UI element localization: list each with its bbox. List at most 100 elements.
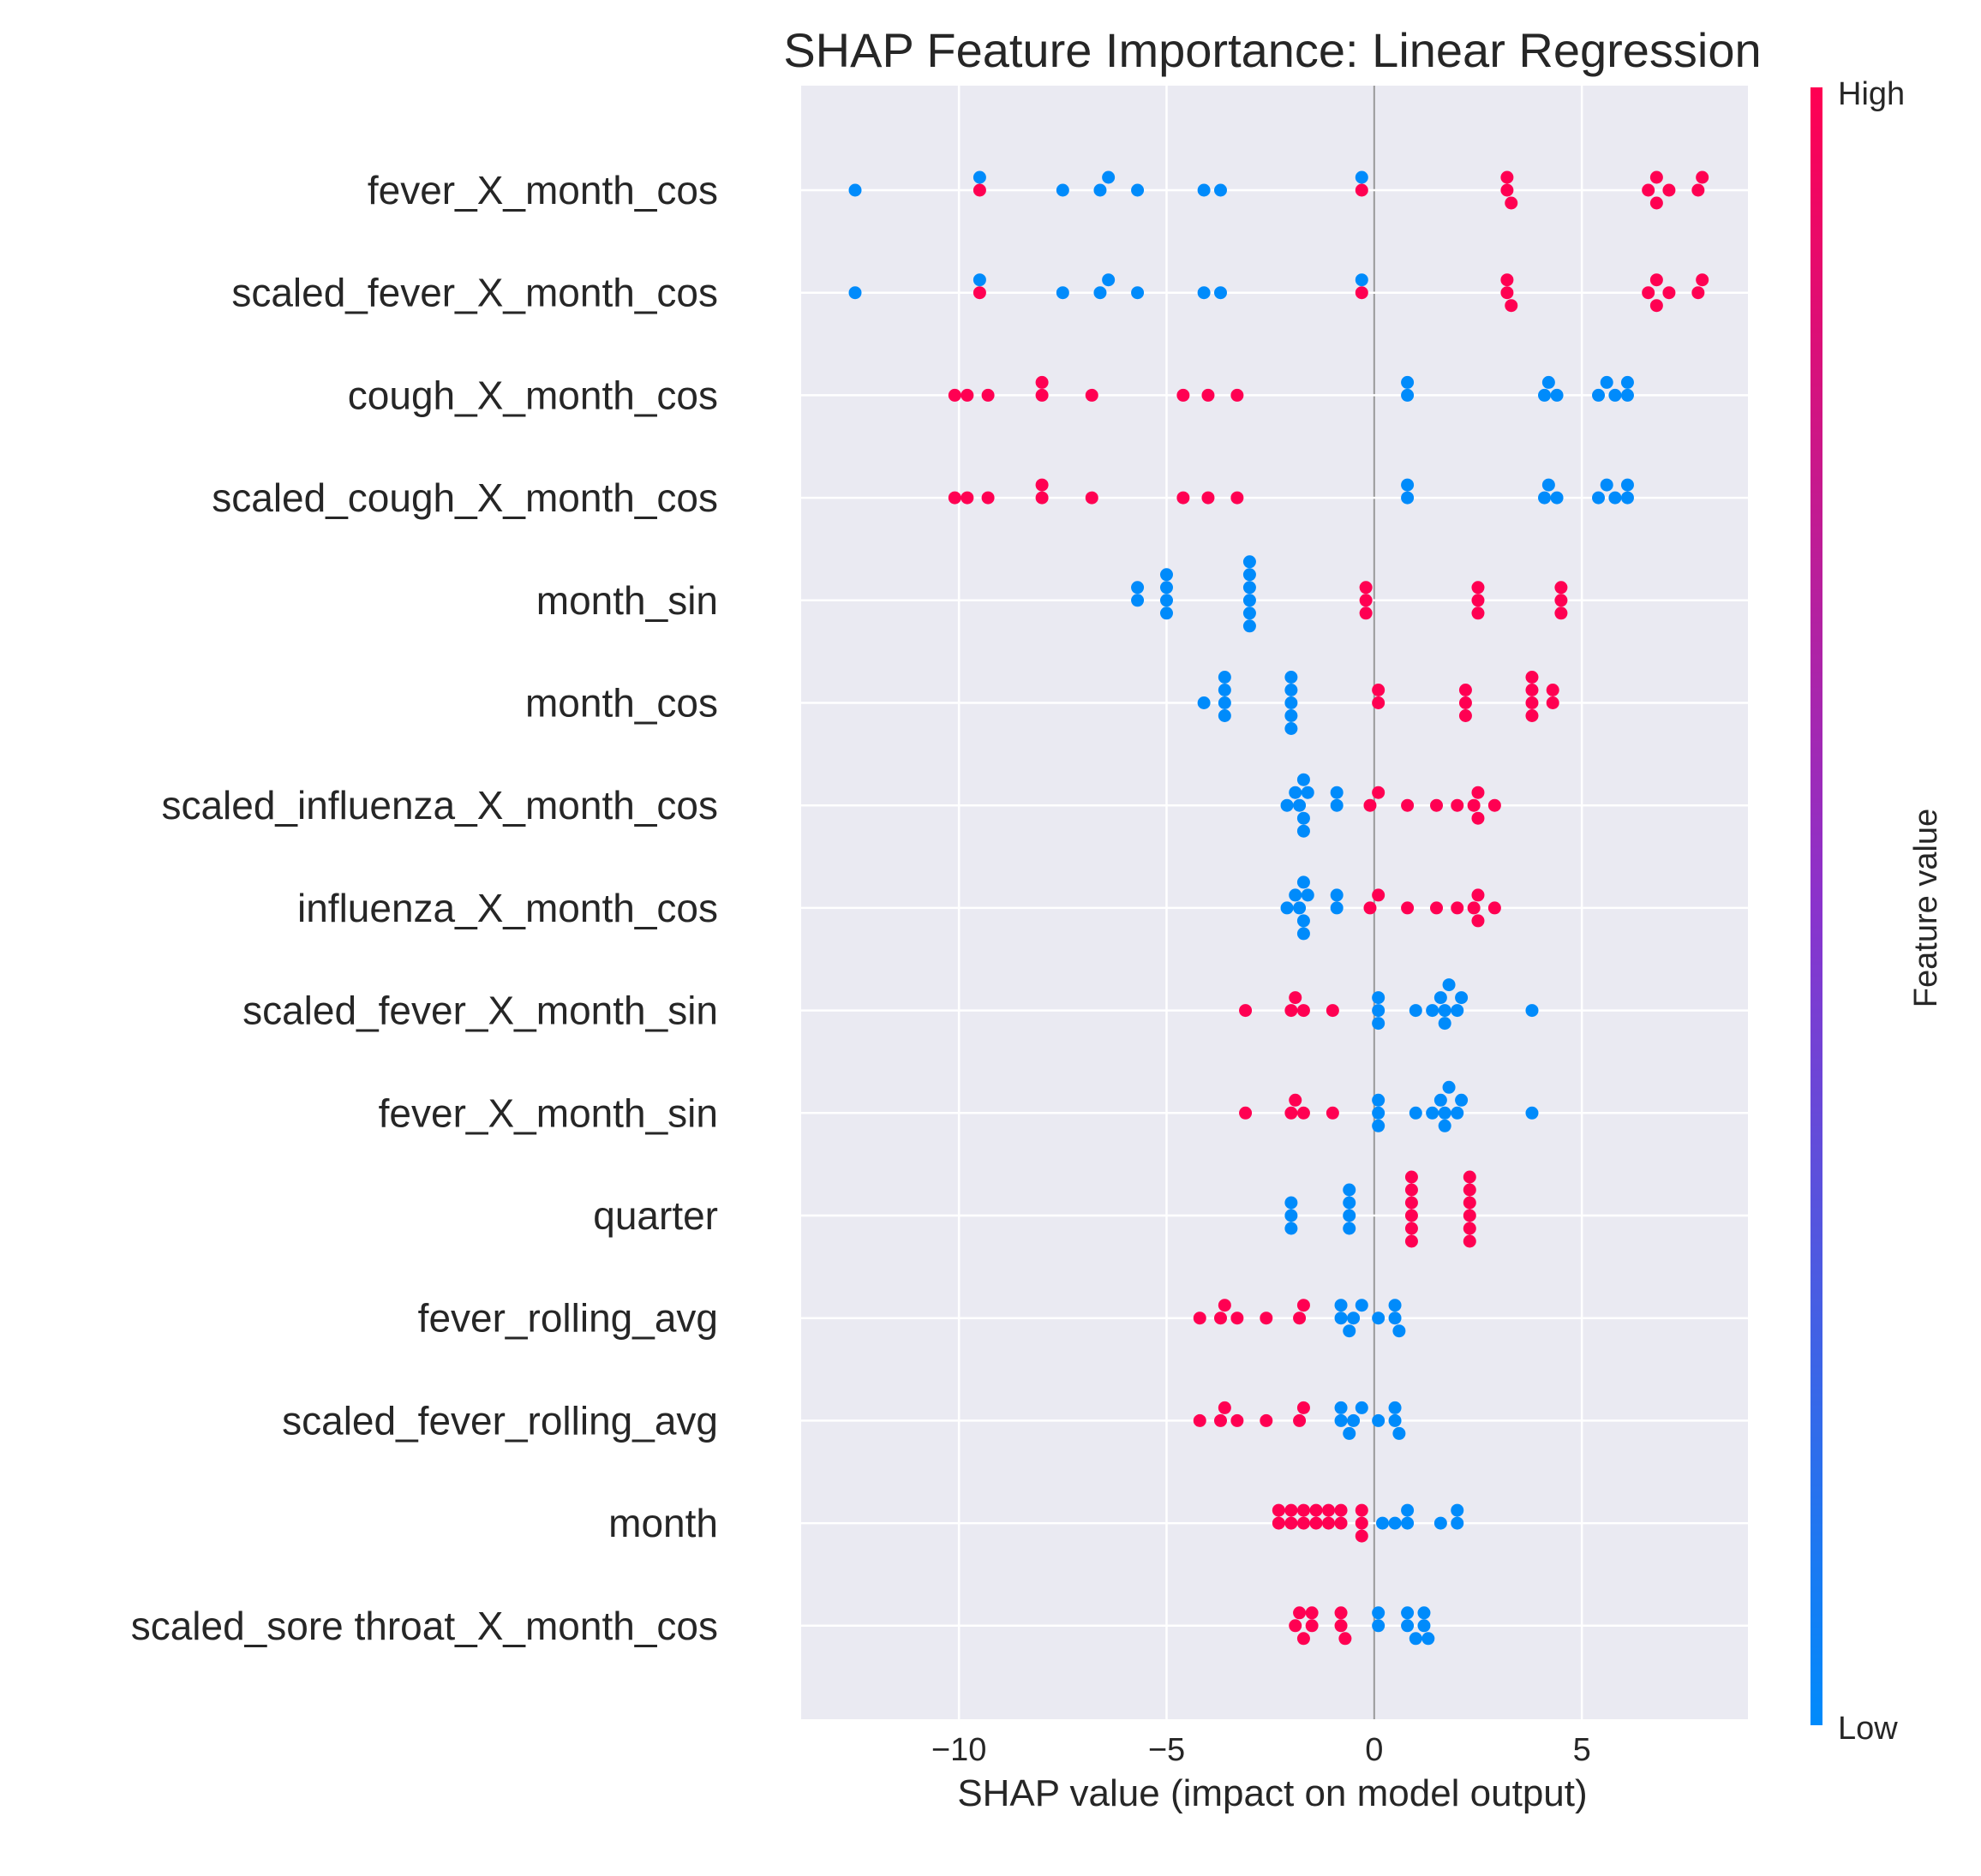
shap-point [1131, 581, 1145, 594]
shap-point [1538, 388, 1552, 402]
shap-point [981, 388, 995, 402]
shap-point [1305, 1606, 1319, 1620]
shap-point [1280, 901, 1294, 915]
shap-point [1372, 991, 1386, 1005]
shap-point [1546, 684, 1559, 696]
shap-point [1372, 1093, 1386, 1107]
shap-point [1620, 491, 1634, 505]
shap-point [1620, 388, 1634, 402]
shap-point [1642, 286, 1655, 300]
shap-point [1649, 299, 1663, 313]
shap-point [1201, 388, 1215, 402]
shap-point [1404, 1183, 1418, 1197]
shap-point [1242, 619, 1256, 633]
feature-label: month_sin [536, 578, 718, 623]
shap-point [1372, 1606, 1386, 1620]
shap-point [1326, 1004, 1339, 1018]
shap-point [1467, 798, 1481, 812]
shap-point [1401, 375, 1415, 389]
shap-point [1218, 1299, 1231, 1312]
shap-point [1334, 1401, 1348, 1414]
shap-point [1463, 1170, 1476, 1184]
shap-point [1550, 388, 1564, 402]
shap-point [1401, 901, 1415, 915]
shap-point [1500, 170, 1514, 184]
shap-point [981, 491, 995, 505]
shap-point [1131, 183, 1145, 197]
shap-point [1471, 594, 1485, 607]
shap-point [1538, 491, 1552, 505]
shap-point [1649, 273, 1663, 287]
x-tick-label: −10 [931, 1732, 986, 1768]
shap-point [1330, 888, 1344, 902]
shap-point [1525, 671, 1539, 684]
shap-point [1438, 1017, 1451, 1031]
shap-point [1426, 1004, 1439, 1018]
shap-point [961, 491, 974, 505]
shap-point [1093, 183, 1107, 197]
shap-point [1404, 1209, 1418, 1222]
shap-point [1355, 273, 1368, 287]
shap-point [1230, 1311, 1244, 1325]
shap-point [1322, 1503, 1336, 1517]
shap-point [1197, 286, 1211, 300]
shap-point [961, 388, 974, 402]
chart-title: SHAP Feature Importance: Linear Regressi… [783, 23, 1761, 77]
shap-point [1372, 1413, 1386, 1427]
shap-point [1197, 183, 1211, 197]
shap-point [1035, 388, 1049, 402]
shap-point [1500, 286, 1514, 300]
shap-point [1642, 183, 1655, 197]
feature-label: fever_X_month_cos [368, 168, 718, 212]
shap-point [1334, 1606, 1348, 1620]
shap-point [1213, 286, 1227, 300]
feature-label: scaled_fever_rolling_avg [282, 1398, 718, 1443]
shap-point [1401, 1606, 1415, 1620]
shap-point [1296, 914, 1310, 928]
shap-point [1359, 606, 1373, 620]
shap-point [1404, 1222, 1418, 1235]
shap-point [1239, 1004, 1253, 1018]
colorbar-high-label: High [1838, 76, 1905, 112]
shap-point [1401, 1503, 1415, 1517]
shap-point [1359, 594, 1373, 607]
shap-point [1388, 1311, 1402, 1325]
shap-point [1426, 1106, 1439, 1120]
shap-point [1467, 901, 1481, 915]
shap-point [1592, 491, 1606, 505]
shap-point [1451, 901, 1464, 915]
shap-point [1159, 606, 1173, 620]
shap-point [1056, 286, 1069, 300]
shap-point [1376, 1516, 1390, 1530]
shap-point [1102, 170, 1116, 184]
shap-point [1471, 888, 1485, 902]
shap-point [1471, 914, 1485, 928]
shap-point [1355, 286, 1368, 300]
shap-point [1085, 388, 1098, 402]
shap-point [973, 273, 986, 287]
shap-point [1309, 1516, 1323, 1530]
plot-area [801, 86, 1748, 1719]
shap-point [1334, 1413, 1348, 1427]
shap-point [1451, 1516, 1464, 1530]
feature-label: influenza_X_month_cos [297, 886, 718, 930]
shap-point [973, 286, 986, 300]
shap-point [1334, 1299, 1348, 1312]
shap-point [1649, 196, 1663, 210]
shap-point [1296, 811, 1310, 825]
shap-point [1433, 1516, 1447, 1530]
shap-point [1433, 991, 1447, 1005]
shap-point [1338, 1632, 1352, 1646]
shap-point [1401, 798, 1415, 812]
shap-point [1372, 888, 1386, 902]
x-axis-label: SHAP value (impact on model output) [957, 1772, 1587, 1814]
shap-point [1284, 722, 1298, 735]
shap-point [1326, 1106, 1339, 1120]
shap-point [1330, 901, 1344, 915]
shap-point [1296, 1401, 1310, 1414]
shap-point [1401, 1516, 1415, 1530]
shap-point [1392, 1324, 1406, 1338]
colorbar-low-label: Low [1838, 1711, 1898, 1747]
shap-point [1404, 1234, 1418, 1248]
shap-point [1284, 696, 1298, 709]
